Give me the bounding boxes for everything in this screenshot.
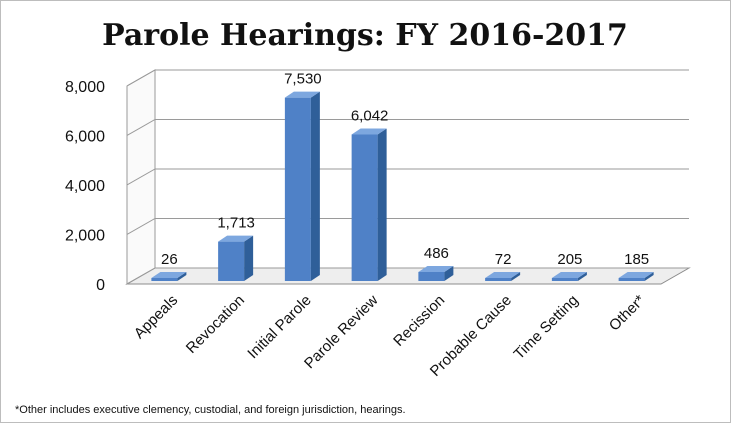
bar-top	[151, 272, 187, 278]
bar-side	[511, 272, 521, 281]
bar-side	[177, 272, 187, 281]
bar	[618, 272, 654, 281]
data-label: 6,042	[351, 107, 389, 124]
y-tick-label: 4,000	[65, 178, 105, 195]
gridline	[126, 119, 689, 136]
data-label: 486	[424, 245, 449, 262]
gridline	[126, 168, 689, 186]
gridlines	[126, 69, 689, 285]
data-label: 7,530	[284, 71, 322, 88]
x-tick-label: Recission	[390, 292, 448, 350]
gridline	[126, 218, 689, 235]
bar-front	[418, 271, 445, 281]
bar-front	[351, 134, 378, 281]
bar-top	[284, 91, 320, 98]
data-label: 205	[557, 251, 582, 268]
bar-top	[351, 128, 387, 135]
bar-side	[244, 235, 254, 281]
data-label: 26	[161, 251, 178, 268]
y-tick-label: 6,000	[65, 129, 105, 146]
bar-front	[284, 97, 311, 281]
bar-front	[151, 278, 178, 281]
bar-side	[444, 265, 454, 281]
bar-front	[551, 278, 578, 281]
bar-side	[310, 91, 320, 281]
data-label: 1,713	[217, 215, 255, 232]
y-tick-label: 8,000	[65, 79, 105, 96]
bar	[485, 272, 521, 281]
data-label: 185	[624, 251, 649, 268]
bar-side	[644, 272, 654, 281]
bar	[284, 91, 320, 281]
chart-walls	[125, 69, 691, 285]
chart-title: Parole Hearings: FY 2016-2017	[102, 18, 628, 53]
bar-side	[377, 128, 387, 281]
y-tick-label: 0	[96, 277, 105, 294]
bar	[418, 265, 454, 281]
bar	[151, 272, 187, 281]
bar	[218, 235, 254, 281]
data-labels: 26 1,713 7,530 6,042 486 72 205 185	[161, 71, 649, 268]
footnote: *Other includes executive clemency, cust…	[15, 404, 406, 416]
x-tick-label: Other*	[606, 292, 649, 335]
y-axis: 0 2,000 4,000 6,000 8,000	[65, 79, 105, 294]
gridline	[126, 69, 689, 87]
bar-front	[218, 241, 245, 281]
x-tick-label: Appeals	[131, 292, 181, 342]
bar-top	[218, 235, 254, 242]
bar-top	[418, 265, 454, 272]
bar-side	[577, 272, 587, 281]
bar-top	[551, 272, 587, 278]
gridline	[126, 267, 689, 285]
bar	[551, 272, 587, 281]
x-tick-label: Time Setting	[511, 292, 582, 363]
bar-front	[485, 278, 512, 281]
bar-top	[618, 272, 654, 278]
x-tick-label: Revocation	[183, 292, 248, 357]
data-label: 72	[495, 251, 512, 268]
y-tick-label: 2,000	[65, 228, 105, 245]
bars	[151, 91, 654, 281]
bar	[351, 128, 387, 281]
bar-front	[618, 278, 645, 281]
x-tick-label: Initial Parole	[244, 292, 314, 362]
chart-floor	[125, 267, 691, 285]
bar-top	[485, 272, 521, 278]
